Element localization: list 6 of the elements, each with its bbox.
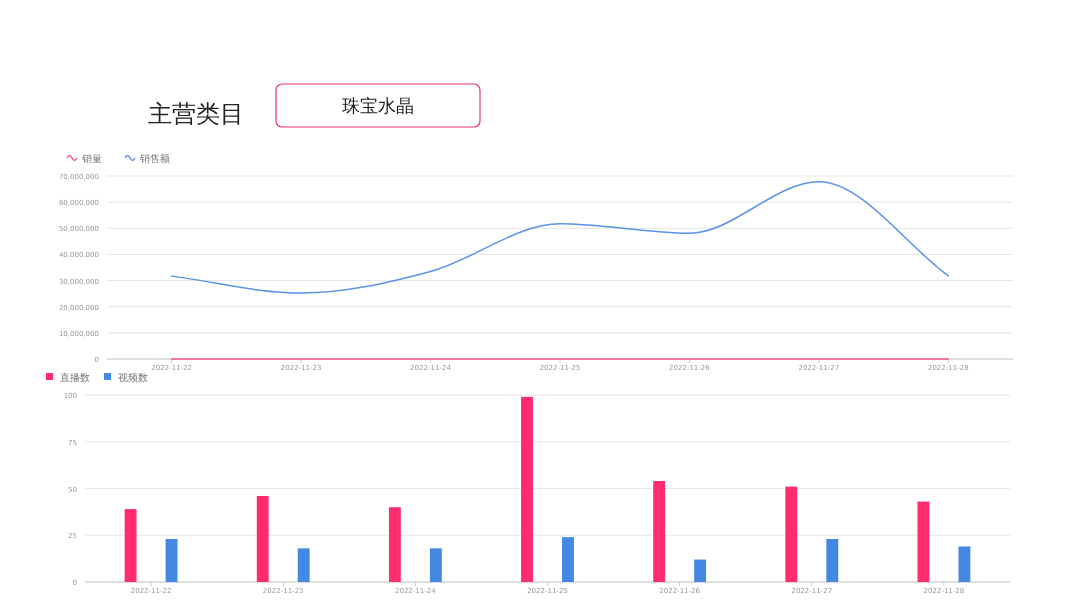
chart-subtitle: 珠宝水晶: [342, 95, 414, 116]
legend-label: 直播数: [60, 372, 90, 383]
legend-label: 销量: [81, 153, 102, 164]
legend-label: 销售额: [139, 153, 170, 164]
chart-title: 主营类目: [148, 100, 244, 128]
legend-label: 视频数: [118, 372, 148, 383]
